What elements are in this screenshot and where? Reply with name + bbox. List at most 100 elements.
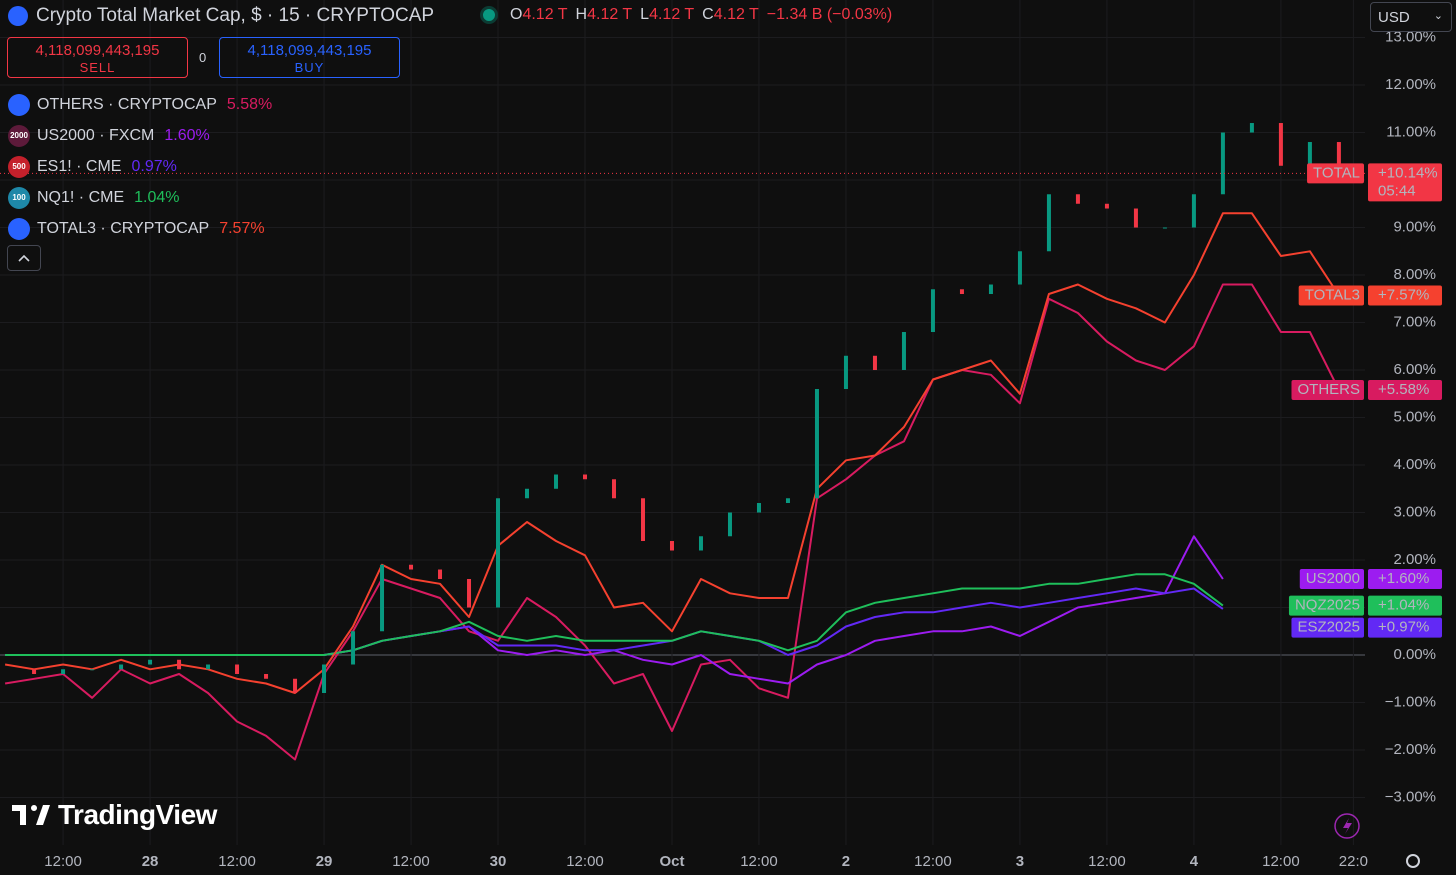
candle — [148, 659, 153, 665]
badge-name-bg — [1291, 617, 1364, 638]
price-badge: TOTAL +10.14%05:44 — [1307, 163, 1442, 202]
sell-label: SELL — [79, 60, 116, 75]
badge-name: NQZ2025 — [1295, 597, 1360, 614]
title: Crypto Total Market Cap, $ · 15 · CRYPTO… — [36, 5, 435, 26]
price-badge: TOTAL3 +7.57% — [1298, 285, 1442, 306]
legend-value: 1.60% — [164, 126, 210, 144]
legend-value: 0.97% — [131, 157, 177, 175]
sell-price: 4,118,099,443,195 — [35, 42, 160, 59]
series-line — [4, 212, 1340, 694]
legend-name: NQ1! · CME — [37, 188, 125, 206]
badge-name-bg — [1298, 285, 1364, 306]
candle — [959, 289, 964, 295]
badge-value: +7.57% — [1378, 286, 1429, 303]
logo: TradingView — [12, 799, 217, 831]
legend: OTHERS · CRYPTOCAP 5.58% 2000 US2000 · FXCM… — [8, 89, 272, 244]
legend-name: ES1! · CME — [37, 157, 122, 175]
x-tick-label: 12:00 — [740, 853, 778, 870]
ohlc-value: 4.12 T — [587, 6, 633, 23]
axes: −3.00%−2.00%−1.00%0.00%1.00%2.00%3.00%4.… — [44, 28, 1442, 870]
candle — [235, 664, 240, 675]
candle — [1191, 194, 1196, 228]
y-tick-label: −3.00% — [1385, 788, 1436, 805]
chevron — [18, 254, 30, 262]
x-tick-label: 12:00 — [44, 853, 82, 870]
y-tick-label: 4.00% — [1393, 456, 1436, 473]
x-tick-label: 12:00 — [1088, 853, 1126, 870]
legend-name: TOTAL3 · CRYPTOCAP — [37, 219, 210, 237]
candle — [1075, 194, 1080, 204]
legend-name: US2000 · FXCM — [37, 126, 155, 144]
candle — [611, 479, 616, 499]
y-tick-label: 5.00% — [1393, 408, 1436, 425]
ohlc-key: L — [640, 6, 650, 23]
legend-item: TOTAL3 · CRYPTOCAP 7.57% — [8, 213, 272, 244]
badge-name-bg — [1288, 595, 1364, 616]
buy-button[interactable]: 4,118,099,443,195 BUY — [219, 37, 400, 78]
badge-name-bg — [1291, 379, 1364, 400]
alert-icon[interactable] — [1334, 813, 1360, 839]
ohlc-key: C — [702, 6, 714, 23]
dropdown-caret: ⌄ — [1433, 10, 1443, 22]
badge-value-bg — [1368, 595, 1442, 616]
logo-mark — [12, 805, 50, 825]
y-tick-label: 0.00% — [1393, 646, 1436, 663]
candle — [322, 664, 327, 694]
candle — [1133, 208, 1138, 228]
x-tick-label: 30 — [490, 853, 507, 870]
badge-name-bg — [1299, 569, 1364, 590]
buy-price: 4,118,099,443,195 — [247, 42, 372, 59]
candle — [814, 389, 819, 499]
candle — [727, 512, 732, 537]
candle — [177, 659, 182, 670]
legend-icon: 500 — [8, 155, 30, 178]
collapse-button[interactable] — [7, 245, 41, 271]
candle — [930, 289, 935, 333]
candle — [496, 498, 501, 608]
badge-value-bg — [1368, 379, 1442, 400]
ohlc-value: 4.12 T — [713, 6, 759, 23]
candle — [525, 488, 530, 499]
grid — [0, 0, 1365, 845]
candle — [380, 564, 385, 632]
y-tick-label: 13.00% — [1385, 28, 1436, 45]
badge-countdown: 05:44 — [1378, 182, 1416, 199]
badge-value-bg — [1368, 569, 1442, 590]
legend-icon — [8, 217, 30, 240]
badge-name: OTHERS — [1297, 381, 1360, 398]
candle — [698, 536, 703, 551]
buy-label: BUY — [294, 60, 325, 75]
candle — [1220, 132, 1225, 195]
candle — [901, 332, 906, 371]
y-tick-label: 7.00% — [1393, 313, 1436, 330]
legend-name: OTHERS · CRYPTOCAP — [37, 95, 217, 113]
candle — [351, 631, 356, 665]
legend-icon: 100 — [8, 186, 30, 209]
header: Crypto Total Market Cap, $ · 15 · CRYPTO… — [8, 4, 434, 28]
y-tick-label: 12.00% — [1385, 76, 1436, 93]
candle — [1104, 203, 1109, 209]
candle — [785, 498, 790, 504]
x-tick-label: 4 — [1190, 853, 1199, 870]
badge-value-bg — [1368, 617, 1442, 638]
settings-icon[interactable] — [1406, 854, 1420, 868]
badge-value: +0.97% — [1378, 619, 1429, 636]
candle — [583, 474, 587, 480]
badge-name: TOTAL3 — [1305, 286, 1360, 303]
candle — [438, 569, 443, 580]
sell-button[interactable]: 4,118,099,443,195 SELL — [7, 37, 188, 78]
candle — [1046, 194, 1051, 252]
badge-name: ESZ2025 — [1297, 619, 1360, 636]
currency-select[interactable]: USD ⌄ — [1370, 2, 1452, 32]
candle — [264, 674, 269, 679]
y-tick-label: 2.00% — [1393, 551, 1436, 568]
x-tick-label: 28 — [142, 853, 159, 870]
badge-value: +10.14% — [1378, 164, 1438, 181]
badge-value-bg — [1368, 163, 1442, 202]
symbol-icon — [8, 6, 28, 26]
candle — [554, 474, 559, 489]
legend-value: 7.57% — [219, 219, 265, 237]
